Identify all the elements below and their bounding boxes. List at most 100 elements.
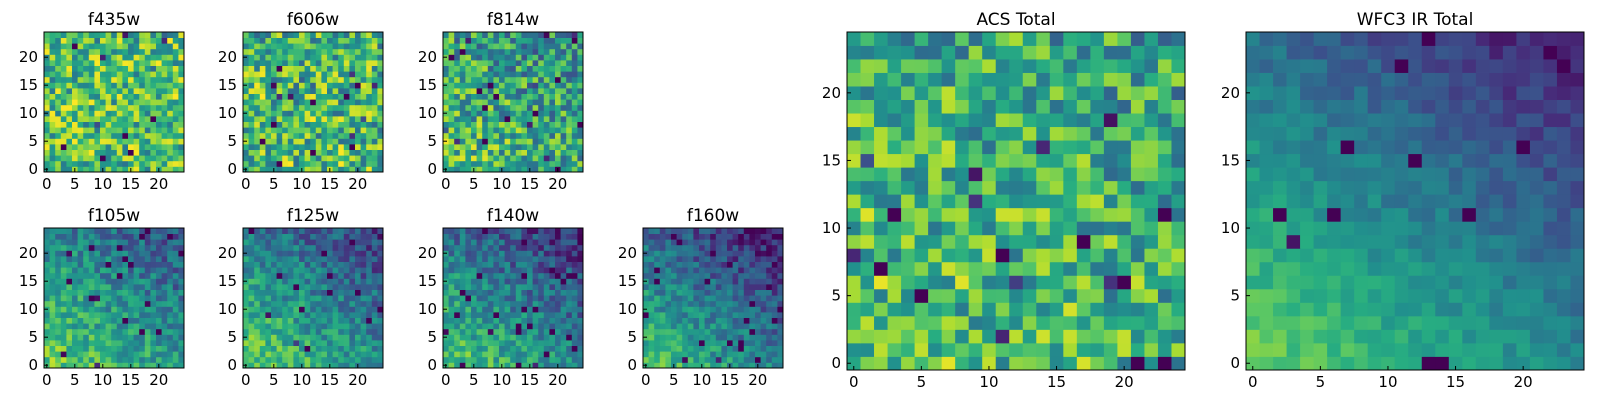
heatmap-cell	[874, 288, 888, 303]
heatmap-cell	[693, 284, 700, 290]
heatmap-cell	[343, 48, 350, 55]
heatmap-cell	[874, 126, 888, 141]
heatmap-cell	[543, 32, 550, 38]
heatmap-cell	[755, 351, 761, 358]
heatmap-cell	[60, 54, 67, 61]
x-tick-label: 0	[641, 371, 651, 389]
heatmap-cell	[271, 340, 277, 346]
heatmap-cell	[887, 302, 902, 317]
heatmap-cell	[49, 82, 56, 89]
heatmap-cell	[459, 228, 466, 234]
heatmap-cell	[521, 60, 528, 66]
heatmap-cell	[1157, 153, 1172, 168]
heatmap-cell	[321, 284, 328, 290]
heatmap-cell	[172, 155, 179, 162]
heatmap-cell	[493, 116, 500, 122]
heatmap-cell	[293, 82, 300, 89]
heatmap-cell	[527, 228, 533, 234]
heatmap-cell	[982, 126, 997, 141]
heatmap-cell	[243, 272, 249, 279]
heatmap-cell	[465, 345, 472, 352]
heatmap-cell	[94, 149, 101, 156]
heatmap-cell	[360, 93, 367, 100]
heatmap-cell	[482, 155, 489, 162]
heatmap-cell	[105, 149, 112, 156]
heatmap-cell	[555, 121, 561, 128]
heatmap-cell	[510, 356, 517, 363]
heatmap-cell	[555, 71, 561, 78]
heatmap-cell	[555, 132, 561, 139]
heatmap-cell	[448, 334, 455, 341]
heatmap-cell	[448, 54, 455, 61]
heatmap-cell	[766, 289, 773, 296]
heatmap-cell	[60, 65, 67, 72]
heatmap-cell	[310, 37, 317, 44]
heatmap-cell	[161, 340, 168, 346]
heatmap-cell	[94, 32, 101, 38]
heatmap-cell	[72, 300, 78, 307]
heatmap-cell	[49, 295, 56, 302]
heatmap-cell	[371, 295, 378, 302]
heatmap-cell	[293, 239, 300, 246]
heatmap-cell	[243, 323, 249, 330]
heatmap-cell	[510, 160, 517, 167]
heatmap-cell	[560, 323, 567, 330]
heatmap-cell	[105, 233, 112, 240]
heatmap-cell	[901, 113, 915, 128]
x-tick-label: 5	[669, 371, 679, 389]
heatmap-cell	[139, 278, 146, 285]
heatmap-cell	[282, 54, 289, 61]
heatmap-cell	[94, 104, 101, 111]
heatmap-cell	[366, 37, 373, 44]
heatmap-cell	[100, 300, 106, 307]
heatmap-cell	[454, 54, 461, 61]
heatmap-cell	[499, 345, 505, 352]
heatmap-cell	[482, 60, 489, 66]
heatmap-cell	[105, 132, 112, 139]
heatmap-cell	[144, 362, 151, 369]
heatmap-cell	[49, 160, 56, 167]
heatmap-cell	[995, 234, 1010, 249]
heatmap-cell	[122, 116, 129, 122]
heatmap-cell	[122, 362, 129, 369]
heatmap-cell	[248, 267, 255, 274]
heatmap-cell	[94, 356, 101, 363]
heatmap-cell	[982, 140, 997, 155]
heatmap-cell	[1103, 288, 1118, 303]
heatmap-cell	[743, 256, 750, 262]
heatmap-cell	[749, 228, 756, 234]
heatmap-cell	[982, 194, 997, 209]
heatmap-cell	[532, 110, 539, 117]
heatmap-cell	[44, 356, 50, 363]
heatmap-cell	[150, 345, 157, 352]
heatmap-cell	[676, 289, 683, 296]
heatmap-cell	[527, 54, 533, 61]
heatmap-cell	[721, 317, 728, 324]
heatmap-cell	[77, 149, 84, 156]
heatmap-cell	[304, 317, 311, 324]
heatmap-cell	[44, 144, 50, 150]
heatmap-cell	[1076, 248, 1091, 263]
heatmap-cell	[1036, 302, 1051, 317]
heatmap-cell	[139, 48, 146, 55]
heatmap-cell	[515, 60, 522, 66]
heatmap-cell	[105, 334, 112, 341]
heatmap-cell	[682, 278, 689, 285]
heatmap-cell	[454, 284, 461, 290]
heatmap-cell	[755, 334, 761, 341]
heatmap-cell	[327, 144, 333, 150]
heatmap-cell	[671, 340, 677, 346]
heatmap-cell	[178, 295, 185, 302]
heatmap-cell	[549, 261, 556, 268]
heatmap-cell	[49, 48, 56, 55]
heatmap-cell	[771, 228, 778, 234]
heatmap-cell	[874, 234, 888, 249]
heatmap-cell	[760, 300, 767, 307]
heatmap-cell	[139, 289, 146, 296]
heatmap-cell	[271, 104, 277, 111]
heatmap-cell	[44, 295, 50, 302]
heatmap-cell	[771, 345, 778, 352]
heatmap-cell	[454, 121, 461, 128]
heatmap-cell	[1022, 342, 1037, 357]
heatmap-cell	[49, 76, 56, 83]
